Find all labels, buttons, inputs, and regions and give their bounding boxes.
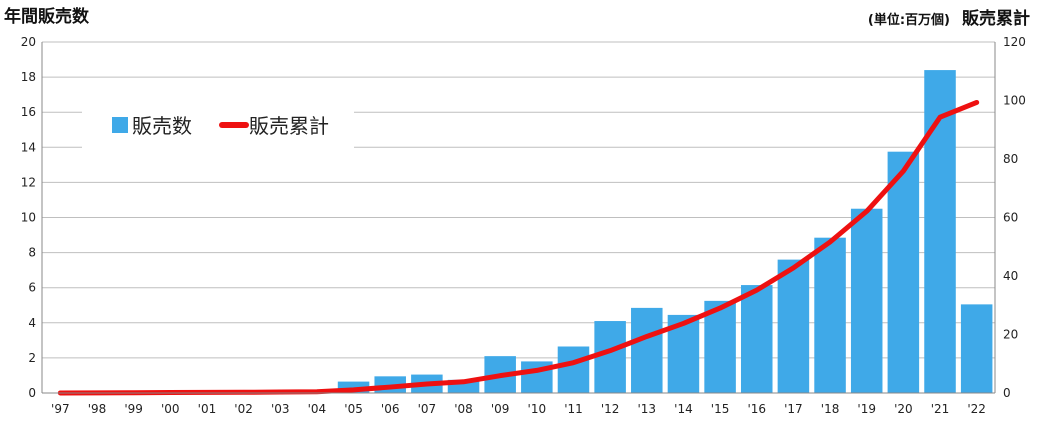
legend: 販売数 販売累計	[82, 102, 354, 148]
bar	[631, 307, 663, 393]
x-tick-label: '22	[967, 402, 986, 416]
bar	[814, 237, 846, 393]
left-tick-label: 4	[28, 316, 36, 330]
bar	[557, 346, 590, 393]
bar	[337, 381, 370, 393]
left-tick-label: 8	[28, 246, 36, 260]
x-tick-label: '19	[857, 402, 876, 416]
bar	[924, 70, 956, 393]
x-tick-label: '15	[711, 402, 730, 416]
bar	[960, 304, 993, 393]
cumulative-line	[57, 99, 980, 396]
x-tick-label: '09	[491, 402, 510, 416]
left-tick-label: 12	[21, 175, 36, 189]
right-axis-title: 販売累計	[962, 8, 1030, 29]
axes	[41, 42, 996, 394]
x-tick-label: '18	[821, 402, 840, 416]
left-axis-ticks: 0 2 4 6 8 10 12 14 16 18 20	[21, 35, 36, 400]
x-tick-label: '16	[747, 402, 766, 416]
x-tick-label: '04	[308, 402, 327, 416]
x-tick-label: '14	[674, 402, 693, 416]
x-tick-label: '06	[381, 402, 400, 416]
bar	[850, 208, 883, 393]
left-tick-label: 6	[28, 281, 36, 295]
bar	[887, 151, 920, 393]
bar	[740, 285, 773, 393]
x-tick-label: '20	[894, 402, 913, 416]
bar	[777, 259, 810, 393]
x-tick-label: '97	[51, 402, 70, 416]
unit-note: (単位:百万個)	[868, 12, 950, 28]
x-tick-label: '00	[161, 402, 180, 416]
x-tick-label: '11	[564, 402, 583, 416]
x-tick-label: '99	[124, 402, 143, 416]
x-tick-label: '98	[88, 402, 107, 416]
legend-bar-swatch	[112, 117, 128, 133]
x-tick-label: '12	[601, 402, 620, 416]
left-axis-title: 年間販売数	[4, 6, 90, 27]
x-tick-label: '03	[271, 402, 290, 416]
right-tick-label: 60	[1003, 211, 1018, 225]
x-axis-ticks: '97 '98 '99 '00 '01 '02 '03 '04 '05 '06 '07 '08 '09 '…	[51, 402, 986, 416]
right-tick-label: 0	[1003, 386, 1011, 400]
left-tick-label: 0	[28, 386, 36, 400]
left-tick-label: 16	[21, 105, 36, 119]
x-tick-label: '02	[234, 402, 253, 416]
x-tick-label: '08	[454, 402, 473, 416]
line-series	[57, 99, 980, 396]
right-tick-label: 120	[1003, 35, 1026, 49]
x-tick-label: '21	[931, 402, 950, 416]
x-tick-label: '17	[784, 402, 803, 416]
x-tick-label: '10	[528, 402, 547, 416]
x-tick-label: '07	[418, 402, 437, 416]
legend-line-label: 販売累計	[249, 114, 329, 138]
bar	[704, 300, 736, 393]
legend-bar-label: 販売数	[132, 114, 192, 138]
right-tick-label: 100	[1003, 94, 1026, 108]
bar	[594, 321, 626, 393]
x-tick-label: '01	[198, 402, 217, 416]
left-tick-label: 14	[21, 140, 36, 154]
right-axis-ticks: 0 20 40 60 80 100 120	[1003, 35, 1026, 400]
left-tick-label: 10	[21, 211, 36, 225]
right-tick-label: 40	[1003, 269, 1018, 283]
left-tick-label: 18	[21, 70, 36, 84]
left-tick-label: 2	[28, 351, 36, 365]
right-tick-label: 20	[1003, 328, 1018, 342]
right-tick-label: 80	[1003, 152, 1018, 166]
left-tick-label: 20	[21, 35, 36, 49]
x-tick-label: '13	[637, 402, 656, 416]
x-tick-label: '05	[344, 402, 363, 416]
